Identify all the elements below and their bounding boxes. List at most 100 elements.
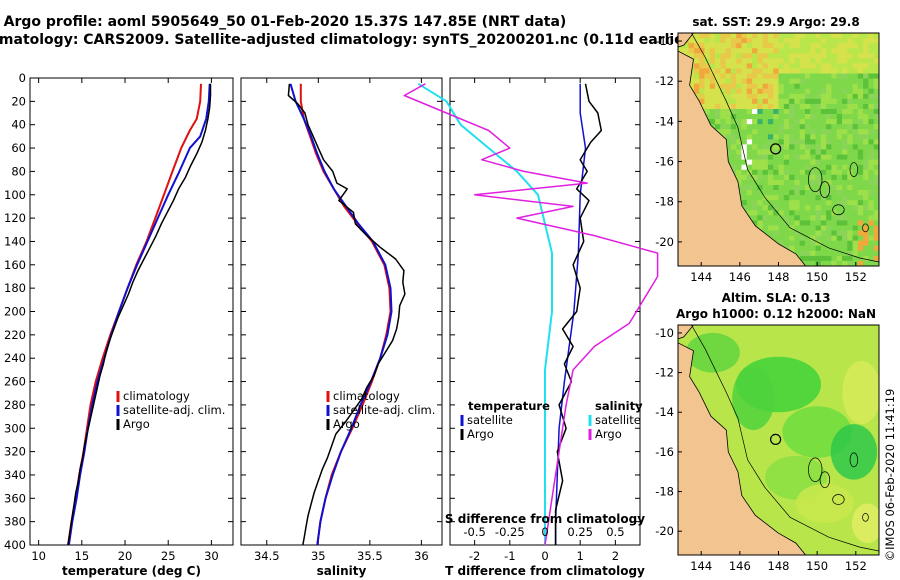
- sst-cell: [815, 154, 822, 160]
- sst-cell: [778, 215, 785, 221]
- sst-cell: [836, 144, 843, 150]
- sst-cell: [836, 48, 843, 54]
- sst-cell: [815, 103, 822, 110]
- sst-cell: [847, 68, 853, 74]
- sst-cell: [836, 185, 843, 191]
- sst-cell: [857, 255, 864, 262]
- sst-cell: [741, 139, 748, 145]
- sst-cell: [815, 144, 822, 150]
- sst-cell: [842, 129, 848, 135]
- y-tick-label: 80: [11, 164, 26, 178]
- sst-cell: [831, 48, 837, 54]
- sst-cell: [699, 68, 705, 74]
- sst-cell: [826, 200, 832, 206]
- sst-cell: [836, 195, 843, 201]
- sst-cell: [746, 48, 753, 54]
- sst-cell: [709, 38, 716, 44]
- sst-cell: [704, 103, 710, 110]
- sst-cell: [836, 139, 843, 145]
- sst-cell: [873, 124, 879, 130]
- reef-outline: [849, 162, 859, 177]
- sst-cell: [815, 174, 822, 181]
- sst-cell: [857, 210, 864, 216]
- sst-cell: [852, 119, 859, 125]
- sst-cell: [699, 38, 705, 44]
- sst-cell: [810, 48, 816, 54]
- sst-cell: [762, 93, 769, 100]
- sst-cell: [836, 255, 843, 262]
- sst-cell: [820, 68, 827, 74]
- sst-cell: [715, 83, 721, 90]
- sst-cell: [863, 240, 869, 247]
- sst-cell: [715, 98, 721, 105]
- sst-cell: [794, 93, 800, 100]
- sst-cell: [810, 119, 816, 125]
- sst-cell: [752, 93, 758, 100]
- sst-cell: [815, 114, 822, 120]
- sst-cell: [767, 195, 774, 201]
- sst-cell: [831, 58, 837, 64]
- sst-cell: [852, 169, 859, 176]
- sst-cell: [863, 215, 869, 221]
- sst-cell: [789, 200, 795, 206]
- sst-cell: [709, 98, 716, 105]
- sst-cell: [725, 129, 732, 135]
- sst-cell: [873, 200, 879, 206]
- sst-cell: [789, 235, 795, 241]
- sst-cell: [852, 200, 859, 206]
- sst-cell: [699, 93, 705, 100]
- sst-cell: [804, 124, 811, 130]
- sst-cell: [693, 73, 700, 79]
- map-y-tick-label: -10: [655, 326, 674, 340]
- sst-cell: [773, 169, 779, 176]
- sst-cell: [826, 195, 832, 201]
- sst-cell: [847, 139, 853, 145]
- sst-cell: [857, 134, 864, 140]
- sst-cell: [852, 205, 859, 211]
- panel-difference: -2 -1 0 1 2T difference from climatology -0.5…: [403, 77, 659, 578]
- sst-cell: [847, 179, 853, 186]
- sst-cell: [847, 255, 853, 262]
- sst-cell: [804, 154, 811, 160]
- sst-cell: [778, 195, 785, 201]
- sst-cell: [842, 245, 848, 252]
- sst-cell: [741, 190, 748, 196]
- sst-cell: [752, 215, 758, 221]
- sst-cell: [815, 149, 822, 155]
- sst-cell: [752, 210, 758, 216]
- sst-cell: [863, 255, 869, 262]
- sst-cell: [868, 78, 874, 84]
- sst-cell: [778, 83, 785, 90]
- sst-cell: [799, 139, 806, 145]
- sst-cell: [873, 103, 879, 110]
- sst-cell: [773, 134, 779, 140]
- sst-cell: [836, 68, 843, 74]
- sst-cell: [789, 134, 795, 140]
- sst-cell: [778, 240, 785, 247]
- sst-cell: [863, 179, 869, 186]
- sst-cell: [741, 38, 748, 44]
- sst-cell: [752, 88, 758, 95]
- sst-cell: [767, 93, 774, 100]
- sst-cell: [778, 68, 785, 74]
- sst-cell: [746, 190, 753, 196]
- s-tick-label: -0.25: [495, 525, 525, 539]
- sst-cell: [799, 63, 806, 69]
- sst-cell: [767, 114, 774, 120]
- sst-cell: [794, 129, 800, 135]
- sst-cell: [741, 98, 748, 105]
- sst-cell: [709, 33, 716, 39]
- sst-cell: [820, 210, 827, 216]
- credit-stamp: ©IMOS 06-Feb-2020 11:41:19: [883, 389, 897, 562]
- sst-cell: [847, 73, 853, 79]
- sst-cell: [857, 58, 864, 64]
- sst-cell: [767, 83, 774, 90]
- sst-cell: [746, 38, 753, 44]
- sst-cell: [789, 129, 795, 135]
- sst-cell: [757, 43, 763, 49]
- sst-cell: [836, 109, 843, 115]
- sst-cell: [709, 58, 716, 64]
- sst-cell: [783, 48, 790, 54]
- sst-cell: [783, 129, 790, 135]
- sst-cell: [868, 83, 874, 90]
